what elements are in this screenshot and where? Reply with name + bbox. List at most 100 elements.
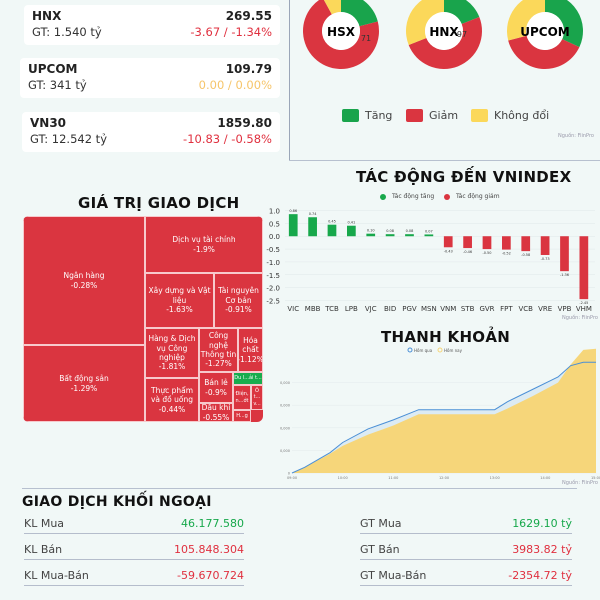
sector-name: Công nghệ Thông tin <box>200 331 237 359</box>
treemap-cell[interactable]: Xây dựng và Vật liệu -1.63% <box>145 273 214 328</box>
treemap-cell[interactable]: Ngân hàng -0.28% <box>23 216 145 345</box>
index-card-hnx[interactable]: HNX GT: 1.540 tỷ 269.55 -3.67 / -1.34% <box>24 5 280 45</box>
x-tick-label: MSN <box>421 305 437 313</box>
index-card-upcom[interactable]: UPCOM GT: 341 tỷ 109.79 0.00 / 0.00% <box>20 58 280 98</box>
sector-name: Ô t... v... <box>253 388 261 407</box>
bar-value-label: -0.43 <box>444 249 453 253</box>
sector-name: Tài nguyên Cơ bản <box>218 286 259 305</box>
bar-value-label: 0.08 <box>406 229 414 233</box>
foreign-row: KL Mua 46.177.580 <box>24 514 244 534</box>
series-line-hom-qua <box>291 361 596 474</box>
foreign-value: -2354.72 tỷ <box>508 569 572 582</box>
index-price: 1859.80 <box>217 116 272 130</box>
sector-change: -1.63% <box>166 305 193 315</box>
y-tick-label: -1.5 <box>266 272 280 280</box>
foreign-value: 46.177.580 <box>181 517 244 530</box>
index-name: UPCOM <box>28 62 78 76</box>
sector-name: Hóa chất <box>242 335 259 355</box>
donut-hole <box>526 12 564 50</box>
x-tick-label: 11:00 <box>388 476 398 480</box>
liquidity-chart: Hôm qua Hôm nay 0 200,000,000 400,000,000 600… <box>280 347 600 485</box>
treemap-cell[interactable]: Thực phẩm và đồ uống -0.44% <box>145 378 199 422</box>
y-tick-label: 0.0 <box>269 233 280 241</box>
sector-treemap: Ngân hàng -0.28% Bất động sản -1.29% Dịch vụ… <box>23 216 263 422</box>
impact-legend-down: Tác động giảm <box>444 193 500 200</box>
donut-count: 71 <box>361 34 371 43</box>
x-tick-label: VHM <box>576 305 592 313</box>
treemap-cell[interactable]: Hóa chất -1.12% <box>238 328 263 372</box>
y-tick-label: 600,000,000 <box>280 404 290 408</box>
x-tick-label: VNM <box>440 305 456 313</box>
y-tick-label: 1.0 <box>269 208 280 216</box>
bar-value-label: 0.74 <box>309 212 318 216</box>
bar-value-label: -0.50 <box>482 251 491 255</box>
legend-down: Giảm <box>406 109 458 122</box>
foreign-row: KL Bán 105.848.304 <box>24 540 244 560</box>
foreign-title: GIAO DỊCH KHỐI NGOẠI <box>22 494 212 510</box>
sector-name: Ngân hàng <box>63 271 105 281</box>
sector-name: Dầu khí <box>201 403 231 413</box>
index-value-traded: GT: 12.542 tỷ <box>30 132 108 146</box>
foreign-label: KL Mua <box>24 517 65 530</box>
foreign-row: GT Mua 1629.10 tỷ <box>360 514 572 534</box>
foreign-label: KL Mua-Bán <box>24 569 89 582</box>
x-tick-label: 10:00 <box>338 476 348 480</box>
bar-PGV <box>405 234 414 237</box>
treemap-cell[interactable]: Bán lẻ -0.9% <box>199 372 233 403</box>
donut-segment-down <box>508 35 580 69</box>
foreign-row: GT Mua-Bán -2354.72 tỷ <box>360 566 572 586</box>
donut-segment-flat <box>507 0 545 41</box>
x-tick-label: VCB <box>518 305 533 313</box>
treemap-cell[interactable]: Ô t... v... <box>251 385 263 410</box>
index-value-traded: GT: 1.540 tỷ <box>32 25 102 39</box>
sector-name: Xây dựng và Vật liệu <box>148 286 211 305</box>
bar-value-label: 0.10 <box>367 229 375 233</box>
bar-VJC <box>366 233 376 237</box>
source-note: Nguồn: FiinPro <box>562 313 598 321</box>
treemap-cell[interactable]: Dịch vụ tài chính -1.9% <box>145 216 263 273</box>
donut-hole <box>425 12 463 50</box>
legend-label: Tác động tăng <box>392 193 435 200</box>
bar-value-label: -1.36 <box>560 273 569 277</box>
bar-VNM <box>443 236 453 248</box>
bar-MSN <box>424 234 434 237</box>
y-tick-label: 400,000,000 <box>280 426 290 430</box>
treemap-cell[interactable]: Dầu khí -0.55% <box>199 403 233 422</box>
treemap-cell[interactable]: H...g <box>233 410 251 422</box>
index-name: HNX <box>32 9 62 23</box>
bar-value-label: 0.07 <box>425 229 433 233</box>
treemap-cell[interactable]: Công nghệ Thông tin -1.27% <box>199 328 238 372</box>
x-tick-label: VRE <box>538 305 552 313</box>
donut-segment-down <box>408 17 482 69</box>
sector-change: -0.55% <box>202 412 230 422</box>
bar-FPT <box>502 236 511 250</box>
index-card-vn30[interactable]: VN30 GT: 12.542 tỷ 1859.80 -10.83 / -0.5… <box>22 112 280 152</box>
treemap-cell[interactable]: Tài nguyên Cơ bản -0.91% <box>214 273 263 328</box>
sector-change: -0.28% <box>70 280 98 290</box>
legend-label: Hôm nay <box>444 348 463 353</box>
bar-BID <box>385 234 395 237</box>
y-tick-label: -2.5 <box>266 297 280 305</box>
bar-value-label: -0.73 <box>541 257 550 261</box>
treemap-cell[interactable]: Du l...ải t... <box>233 372 263 385</box>
market-breadth-donuts: HSX243HNX7198UPCOM97110134 <box>303 0 583 69</box>
treemap-cell[interactable]: Hàng & Dịch vụ Công nghiệp -1.81% <box>145 328 199 378</box>
legend-label: Không đổi <box>494 109 550 122</box>
y-tick-label: 0.5 <box>269 220 280 228</box>
x-tick-label: VIC <box>287 305 299 313</box>
impact-legend-up: Tác động tăng <box>380 193 434 200</box>
legend-label: Giảm <box>429 109 459 122</box>
donut-segment-up <box>444 0 480 25</box>
treemap-cell[interactable]: Bất động sản -1.29% <box>23 345 145 422</box>
bar-value-label: 0.41 <box>347 221 355 225</box>
y-tick-label: 0 <box>288 472 290 476</box>
index-change: 0.00 / 0.00% <box>198 78 272 92</box>
x-tick-label: VJC <box>365 305 377 313</box>
x-tick-label: LPB <box>345 305 358 313</box>
divider <box>22 488 577 489</box>
sector-name: Hàng & Dịch vụ Công nghiệp <box>148 334 196 362</box>
treemap-cell[interactable]: Điện, n...ớt <box>233 385 251 410</box>
sector-change: -1.12% <box>238 354 263 364</box>
donut-segment-up <box>341 0 378 27</box>
x-tick-label: STB <box>461 305 475 313</box>
